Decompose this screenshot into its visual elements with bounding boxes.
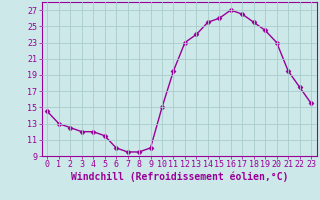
X-axis label: Windchill (Refroidissement éolien,°C): Windchill (Refroidissement éolien,°C) (70, 172, 288, 182)
